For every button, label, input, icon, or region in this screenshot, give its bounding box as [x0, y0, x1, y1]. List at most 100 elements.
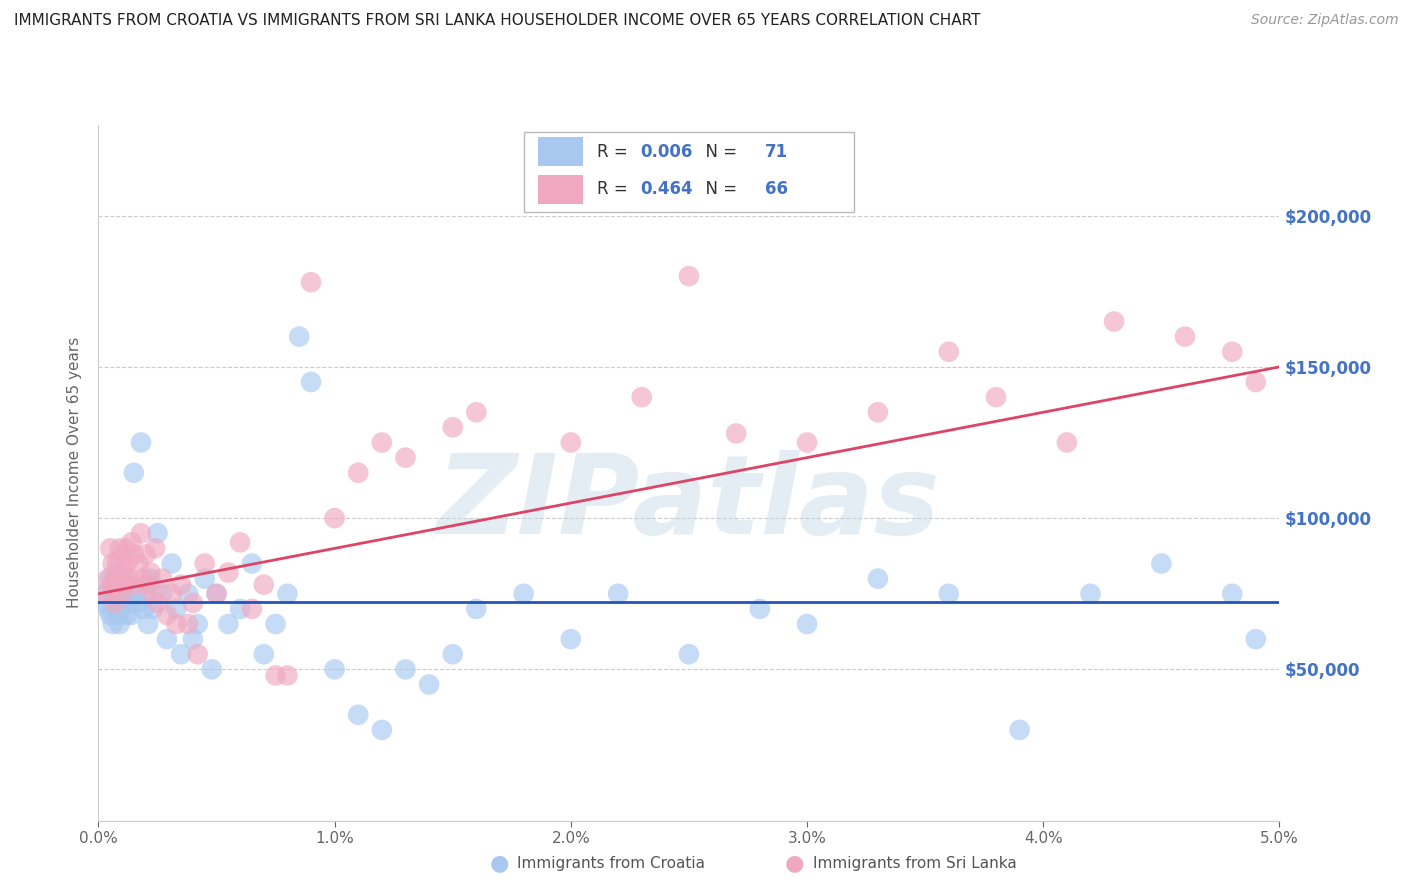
Point — [253, 577, 276, 591]
Point — [142, 587, 165, 601]
Text: Immigrants from Sri Lanka: Immigrants from Sri Lanka — [813, 856, 1017, 871]
Text: ●: ● — [785, 854, 804, 873]
Point — [465, 405, 488, 419]
Point — [136, 577, 159, 591]
Point — [276, 668, 298, 682]
Point — [205, 587, 228, 601]
Point — [111, 602, 134, 616]
Point — [1008, 723, 1031, 737]
Point — [108, 587, 131, 601]
Point — [108, 541, 131, 556]
Point — [94, 596, 117, 610]
Point — [104, 596, 127, 610]
Point — [128, 557, 150, 571]
Point — [91, 587, 114, 601]
Point — [115, 557, 138, 571]
Point — [217, 617, 239, 632]
Point — [150, 572, 173, 586]
Text: ZIPatlas: ZIPatlas — [437, 450, 941, 557]
Point — [121, 607, 143, 622]
Point — [105, 607, 128, 622]
Point — [630, 390, 652, 404]
Point — [170, 577, 193, 591]
Point — [678, 269, 700, 284]
Point — [111, 572, 134, 586]
Point — [112, 596, 135, 610]
Point — [105, 596, 128, 610]
Point — [132, 602, 155, 616]
Point — [139, 566, 162, 580]
Point — [115, 541, 138, 556]
Point — [1150, 557, 1173, 571]
Text: IMMIGRANTS FROM CROATIA VS IMMIGRANTS FROM SRI LANKA HOUSEHOLDER INCOME OVER 65 : IMMIGRANTS FROM CROATIA VS IMMIGRANTS FR… — [14, 13, 980, 29]
Point — [165, 617, 187, 632]
Point — [160, 557, 183, 571]
Point — [181, 596, 204, 610]
Point — [98, 572, 121, 586]
Point — [98, 607, 121, 622]
Point — [112, 577, 135, 591]
Text: Immigrants from Croatia: Immigrants from Croatia — [517, 856, 706, 871]
Point — [194, 557, 217, 571]
Point — [122, 548, 145, 562]
Point — [111, 587, 134, 601]
Point — [607, 587, 630, 601]
Point — [560, 632, 582, 647]
Point — [1056, 435, 1078, 450]
Point — [121, 535, 143, 549]
Point — [101, 557, 124, 571]
Point — [240, 557, 263, 571]
Point — [112, 587, 135, 601]
Point — [796, 617, 818, 632]
Point — [229, 602, 252, 616]
Point — [1220, 587, 1243, 601]
Point — [105, 557, 128, 571]
Point — [187, 647, 209, 661]
Point — [748, 602, 770, 616]
Point — [240, 602, 263, 616]
Point — [101, 577, 124, 591]
Text: 0.006: 0.006 — [641, 143, 693, 161]
Point — [177, 587, 200, 601]
Point — [118, 592, 141, 607]
Point — [678, 647, 700, 661]
Point — [418, 677, 440, 691]
Point — [156, 632, 179, 647]
Point — [139, 572, 162, 586]
Point — [101, 587, 124, 601]
Point — [115, 577, 138, 591]
Point — [1244, 375, 1267, 389]
Point — [129, 526, 152, 541]
Point — [94, 587, 117, 601]
Point — [104, 577, 127, 591]
Point — [465, 602, 488, 616]
Point — [299, 275, 322, 289]
Point — [984, 390, 1007, 404]
Point — [205, 587, 228, 601]
Point — [136, 617, 159, 632]
Point — [264, 668, 287, 682]
Point — [170, 647, 193, 661]
Point — [276, 587, 298, 601]
Point — [156, 607, 179, 622]
Point — [142, 602, 165, 616]
Point — [512, 587, 534, 601]
Point — [1080, 587, 1102, 601]
Point — [150, 587, 173, 601]
Point — [108, 617, 131, 632]
Text: R =: R = — [596, 143, 633, 161]
Text: N =: N = — [695, 180, 742, 198]
Point — [160, 587, 183, 601]
Point — [97, 572, 120, 586]
Point — [441, 647, 464, 661]
Point — [104, 566, 127, 580]
Point — [121, 596, 143, 610]
Point — [125, 587, 148, 601]
Point — [371, 435, 394, 450]
Text: R =: R = — [596, 180, 633, 198]
Point — [1220, 344, 1243, 359]
Point — [194, 572, 217, 586]
Point — [108, 572, 131, 586]
Point — [725, 426, 748, 441]
Point — [111, 548, 134, 562]
